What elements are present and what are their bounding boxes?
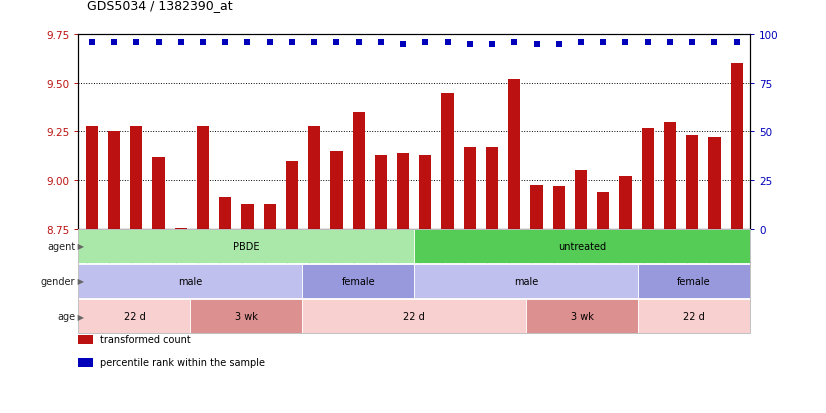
Bar [330,152,343,229]
Point [596,40,610,46]
Point [686,40,699,46]
Bar [86,126,98,229]
Point [374,40,387,46]
Bar [397,154,409,229]
Bar [241,205,254,229]
Bar [420,155,431,229]
Text: female: female [341,276,375,286]
Point [307,40,320,46]
Point [330,40,343,46]
Bar [153,157,164,229]
Point [285,40,298,46]
Text: age: age [57,311,75,321]
Point [352,40,365,46]
Text: 22 d: 22 d [124,311,145,321]
Bar [441,93,453,229]
Text: 3 wk: 3 wk [571,311,594,321]
Bar [553,187,565,229]
Bar [730,64,743,229]
Point [85,40,98,46]
Bar [575,171,587,229]
Point [508,40,521,46]
Point [663,40,676,46]
Point [552,42,565,48]
Bar [286,161,298,229]
Text: ▶: ▶ [75,242,84,251]
Text: male: male [178,276,202,286]
Point [441,40,454,46]
Bar [263,205,276,229]
Text: ▶: ▶ [75,277,84,286]
Text: PBDE: PBDE [233,241,259,251]
Point [708,40,721,46]
Bar [642,128,654,229]
Point [463,42,477,48]
Point [574,40,587,46]
Text: male: male [514,276,539,286]
Point [130,40,143,46]
Point [530,42,544,48]
Bar [219,197,231,229]
Text: transformed count: transformed count [100,335,191,344]
Bar [686,136,698,229]
Text: female: female [677,276,711,286]
Bar [597,192,610,229]
Text: agent: agent [47,241,75,251]
Text: untreated: untreated [558,241,606,251]
Bar [197,126,209,229]
Point [152,40,165,46]
Point [107,40,121,46]
Point [730,40,743,46]
Text: gender: gender [40,276,75,286]
Bar [709,138,720,229]
Text: 22 d: 22 d [403,311,425,321]
Text: ▶: ▶ [75,312,84,321]
Bar [508,80,520,229]
Point [219,40,232,46]
Text: percentile rank within the sample: percentile rank within the sample [100,357,265,367]
Point [174,40,188,46]
Bar [620,177,632,229]
Bar [664,122,676,229]
Bar [353,113,365,229]
Point [619,40,632,46]
Text: GDS5034 / 1382390_at: GDS5034 / 1382390_at [87,0,232,12]
Bar [530,185,543,229]
Bar [174,228,187,229]
Point [419,40,432,46]
Bar [375,155,387,229]
Point [263,40,277,46]
Point [241,40,254,46]
Point [486,42,499,48]
Point [641,40,654,46]
Text: 22 d: 22 d [683,311,705,321]
Bar [463,148,476,229]
Text: 3 wk: 3 wk [235,311,258,321]
Bar [131,126,142,229]
Bar [308,126,320,229]
Bar [108,132,120,229]
Bar [486,148,498,229]
Point [197,40,210,46]
Point [396,42,410,48]
